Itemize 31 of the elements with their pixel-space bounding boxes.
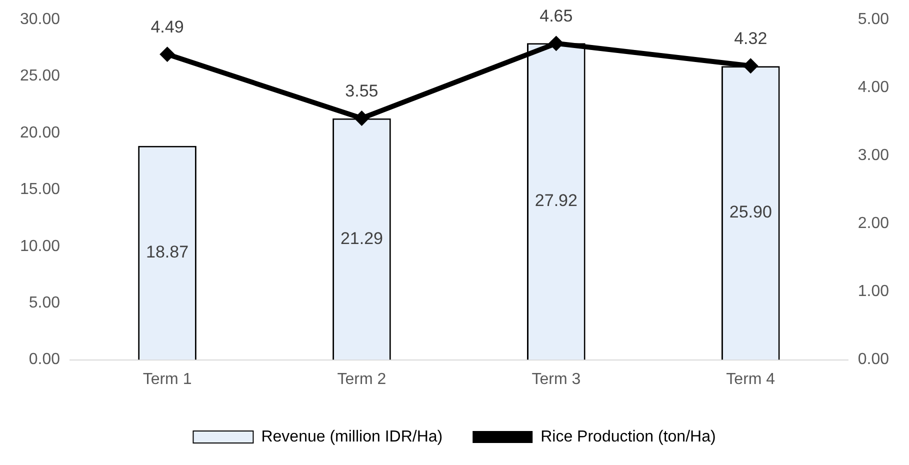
point [548, 36, 564, 51]
y-tick-label: 30.00 [20, 11, 60, 28]
y2-tick-label: 3.00 [858, 147, 890, 164]
point [354, 110, 370, 126]
data-label: 3.55 [345, 81, 378, 100]
data-label: 4.65 [540, 6, 573, 26]
y-tick-label: 0.00 [28, 351, 60, 368]
y2-tick-label: 4.00 [858, 79, 890, 96]
data-label: 27.92 [534, 191, 578, 210]
y-tick-label: 10.00 [20, 238, 60, 255]
data-label: 21.29 [340, 228, 383, 248]
y-tick-label: 20.00 [20, 124, 60, 142]
y-tick-label: 15.00 [20, 181, 60, 198]
y-tick-label: 25.00 [20, 68, 60, 85]
legend-label: Rice Production (ton/Ha) [540, 428, 716, 446]
point [743, 58, 758, 74]
data-label: 4.49 [150, 17, 184, 36]
y-tick-label: 5.00 [28, 294, 60, 312]
x-tick-label: Term 2 [337, 370, 386, 388]
data-label: 4.32 [734, 29, 768, 48]
point [160, 46, 175, 62]
y2-tick-label: 1.00 [858, 283, 890, 300]
y2-tick-label: 2.00 [858, 215, 890, 232]
y2-tick-label: 0.00 [858, 351, 890, 368]
x-tick-label: Term 4 [726, 370, 776, 388]
x-tick-label: Term 1 [142, 370, 192, 388]
y2-tick-label: 5.00 [858, 11, 890, 28]
x-tick-label: Term 3 [532, 370, 581, 388]
legend-label: Revenue (million IDR/Ha) [261, 428, 443, 446]
data-label: 25.90 [729, 202, 772, 222]
data-label: 18.87 [146, 242, 189, 262]
